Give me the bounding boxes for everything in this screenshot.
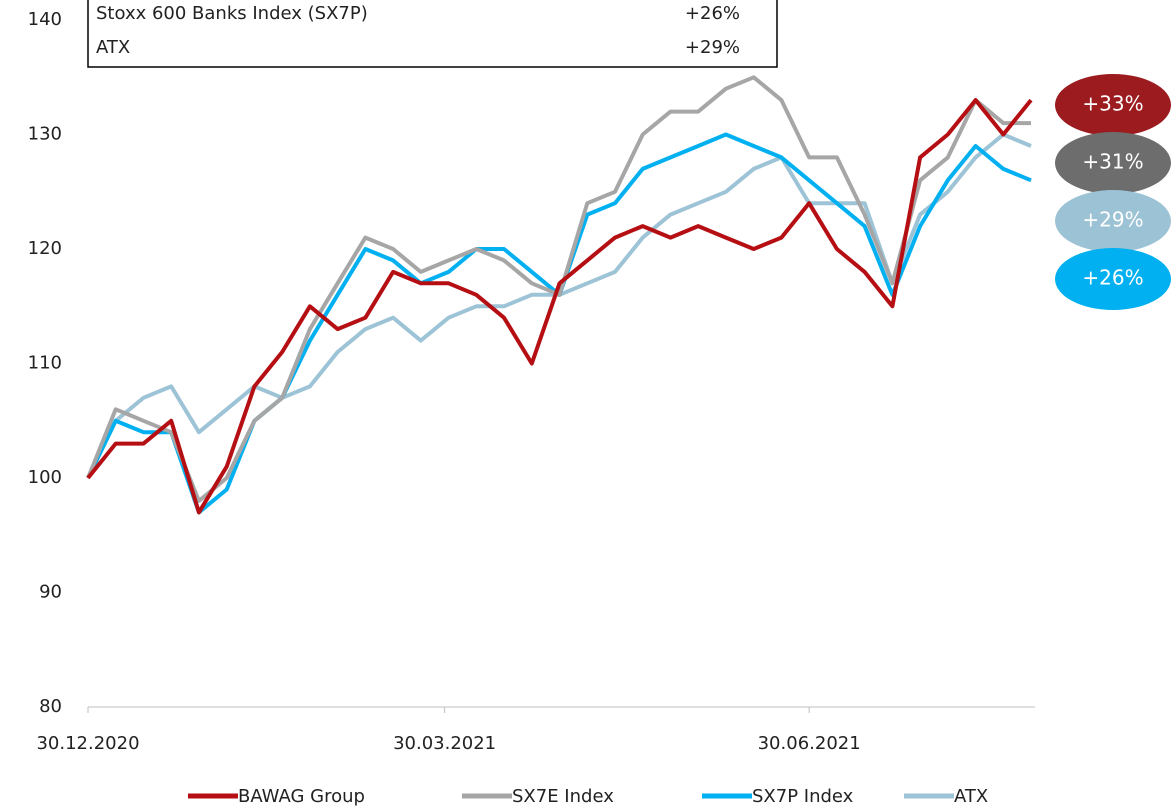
y-tick-label: 100 (28, 467, 62, 488)
x-tick-label: 30.03.2021 (393, 733, 496, 754)
series-line (86, 75, 1031, 503)
end-badge (1055, 248, 1171, 310)
y-tick-label: 140 (28, 9, 62, 30)
legend-label: BAWAG Group (238, 786, 365, 807)
x-tick-label: 30.12.2020 (36, 733, 139, 754)
series-line (86, 132, 1032, 479)
end-label: +29% (1082, 208, 1143, 232)
summary-change: +26% (685, 3, 740, 24)
end-label: +26% (1082, 266, 1143, 290)
end-label: +31% (1082, 150, 1143, 174)
y-tick-label: 80 (39, 696, 62, 717)
legend-label: SX7P Index (752, 786, 854, 807)
summary-name: Stoxx 600 Banks Index (SX7P) (96, 3, 368, 24)
end-badge (1055, 74, 1171, 136)
y-tick-label: 90 (39, 582, 62, 603)
series-line (86, 98, 1033, 515)
summary-change: +29% (685, 37, 740, 58)
end-label: +33% (1082, 92, 1143, 116)
legend-label: ATX (954, 786, 988, 807)
legend-label: SX7E Index (512, 786, 614, 807)
y-tick-label: 120 (28, 238, 62, 259)
end-badge (1055, 132, 1171, 194)
end-badge (1055, 190, 1171, 252)
x-tick-label: 30.06.2021 (758, 733, 861, 754)
summary-name: ATX (96, 37, 130, 58)
summary-box (87, 0, 778, 68)
y-tick-label: 110 (28, 353, 62, 374)
y-tick-label: 130 (28, 124, 62, 145)
